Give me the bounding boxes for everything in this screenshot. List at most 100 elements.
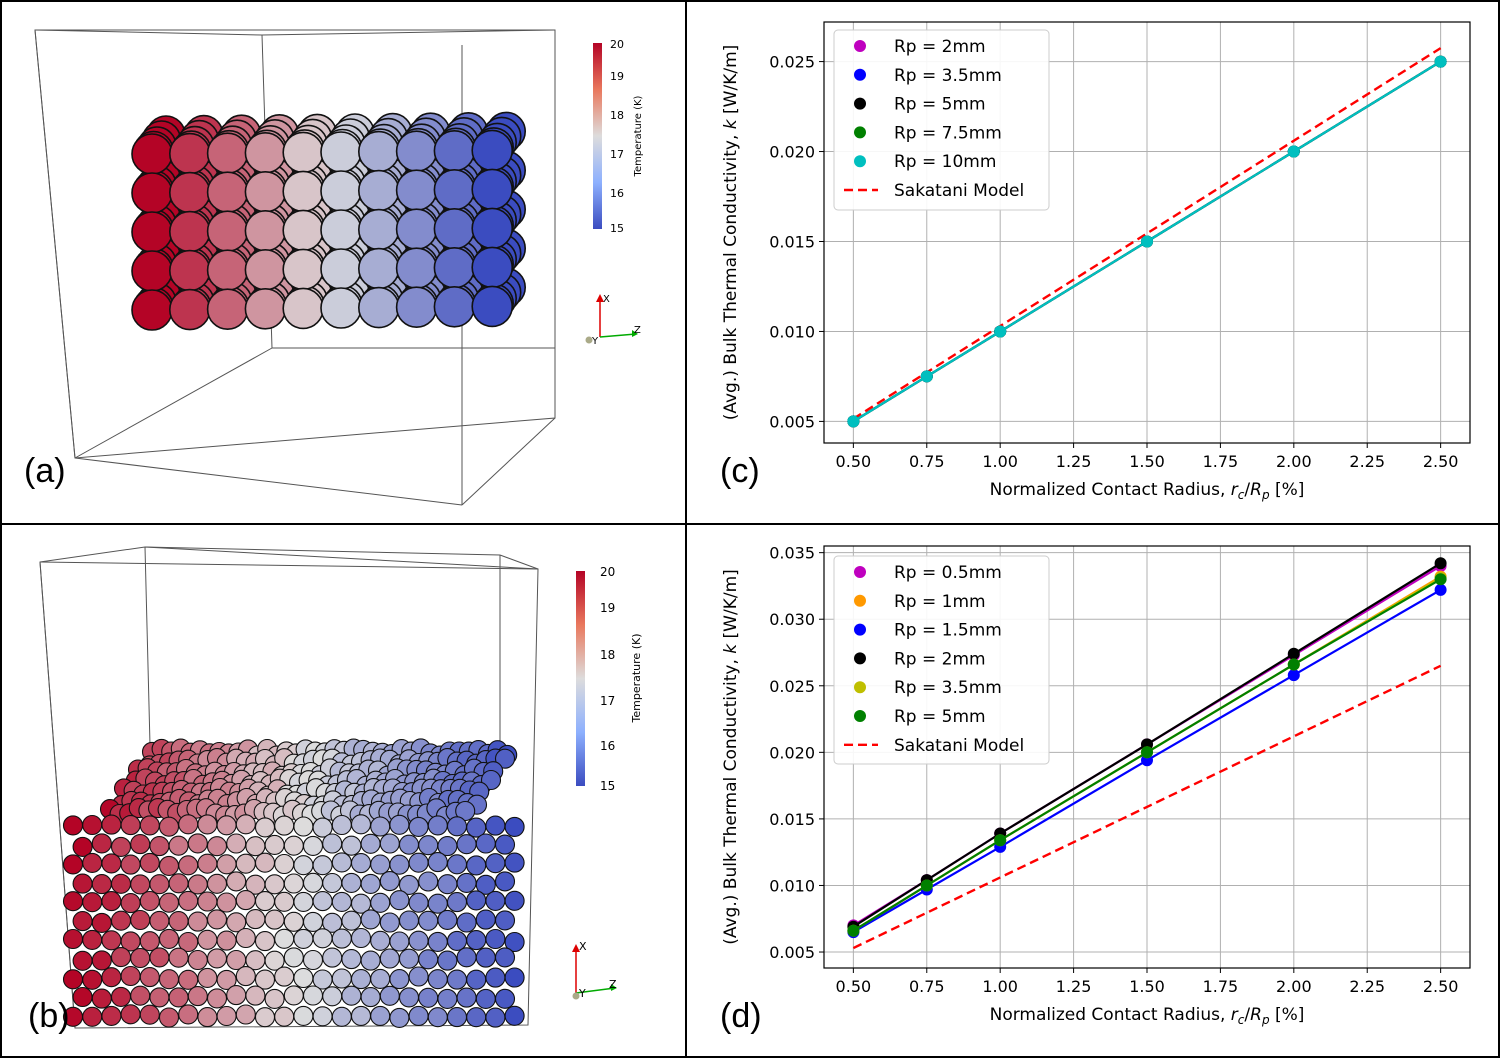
particle (456, 912, 477, 933)
particle (341, 910, 362, 931)
particle (485, 815, 506, 836)
particle (187, 911, 208, 932)
particle (360, 950, 381, 971)
colorbar-tick: 20 (600, 565, 615, 579)
particle (485, 890, 506, 911)
particle (312, 891, 333, 912)
legend-label: Rp = 3.5mm (894, 678, 1002, 698)
particle (158, 928, 180, 949)
particle (446, 930, 468, 951)
particle (244, 248, 287, 291)
particle (197, 814, 218, 835)
particle (341, 872, 362, 893)
particle (350, 1005, 372, 1026)
y-tick-label: 0.020 (769, 143, 815, 162)
chart-d: 0.50 0.75 1.00 1.25 1.50 1.75 2.00 2.25 2.50 0.00… (721, 544, 1471, 1027)
particle (379, 985, 400, 1006)
legend-label: Rp = 2mm (894, 37, 986, 57)
particle (302, 911, 324, 932)
particle (235, 890, 256, 911)
legend-label: Rp = 5mm (894, 707, 986, 727)
particle (139, 852, 160, 873)
particle (274, 891, 295, 912)
x-tick-label: 1.00 (982, 977, 1018, 996)
axis-x-label: X (579, 940, 587, 953)
particle (475, 947, 496, 968)
particle (206, 873, 228, 894)
particle (418, 871, 439, 892)
particle (91, 833, 112, 854)
x-tick-label: 2.00 (1276, 977, 1312, 996)
particle (322, 833, 343, 854)
particle (283, 985, 304, 1006)
particle (395, 130, 438, 172)
particle (206, 948, 228, 969)
model-line (852, 47, 1442, 420)
panel-label-b: (b) (28, 997, 70, 1035)
y-tick-label: 0.035 (769, 544, 815, 563)
particle (245, 836, 266, 857)
particle (130, 947, 151, 969)
particle (456, 834, 477, 855)
particle (293, 816, 314, 837)
particle (72, 950, 93, 971)
legend-box (833, 29, 1050, 211)
particle (466, 1007, 487, 1028)
particle (206, 288, 249, 331)
particle (293, 1005, 314, 1026)
particle (293, 928, 314, 949)
colorbar-tick: 17 (610, 148, 624, 161)
particle (149, 987, 170, 1008)
particle (149, 836, 170, 857)
data-point (994, 325, 1007, 338)
particle (197, 853, 218, 874)
particle (187, 986, 208, 1007)
particle (91, 912, 112, 933)
axis-z-label: Z (634, 325, 641, 336)
colorbar-tick: 15 (610, 222, 624, 235)
y-tick-label: 0.010 (769, 876, 815, 895)
particle (370, 1005, 391, 1026)
particle (178, 969, 199, 990)
particle (302, 985, 324, 1006)
particle (322, 947, 343, 968)
axis-z-label: Z (609, 978, 617, 991)
particle (408, 966, 429, 987)
legend-marker (854, 710, 866, 722)
particle (120, 815, 141, 836)
particle (379, 948, 400, 969)
series-line (852, 562, 1442, 928)
particle (216, 930, 237, 951)
legend-label: Rp = 5mm (894, 95, 986, 115)
plot-frame-c (823, 21, 1471, 444)
particle (360, 833, 381, 854)
particle (408, 930, 429, 951)
particle (82, 892, 103, 913)
data-point (1287, 669, 1300, 682)
series-line (852, 588, 1442, 934)
particle (504, 816, 525, 837)
particle (130, 834, 151, 855)
particle (264, 874, 285, 895)
colorbar-tick: 16 (610, 187, 624, 200)
particle (418, 949, 439, 970)
particle (169, 210, 211, 253)
particle (197, 1007, 218, 1028)
particle (389, 1007, 410, 1028)
data-point (1287, 647, 1300, 660)
particle (370, 854, 391, 875)
particle (283, 835, 304, 856)
particle (110, 873, 132, 894)
x-tick-label: 1.00 (982, 452, 1018, 471)
particle (254, 1007, 276, 1028)
particle (446, 816, 468, 837)
particle (120, 854, 141, 875)
particle (331, 891, 352, 912)
particle (395, 286, 438, 329)
particle (72, 836, 93, 857)
y-axis-label-d: (Avg.) Bulk Thermal Conductivity, k [W/K… (721, 569, 741, 945)
particle (82, 1006, 103, 1027)
panel-label-d: (d) (720, 997, 762, 1035)
particle (254, 891, 276, 912)
x-tick-label: 2.25 (1349, 977, 1385, 996)
